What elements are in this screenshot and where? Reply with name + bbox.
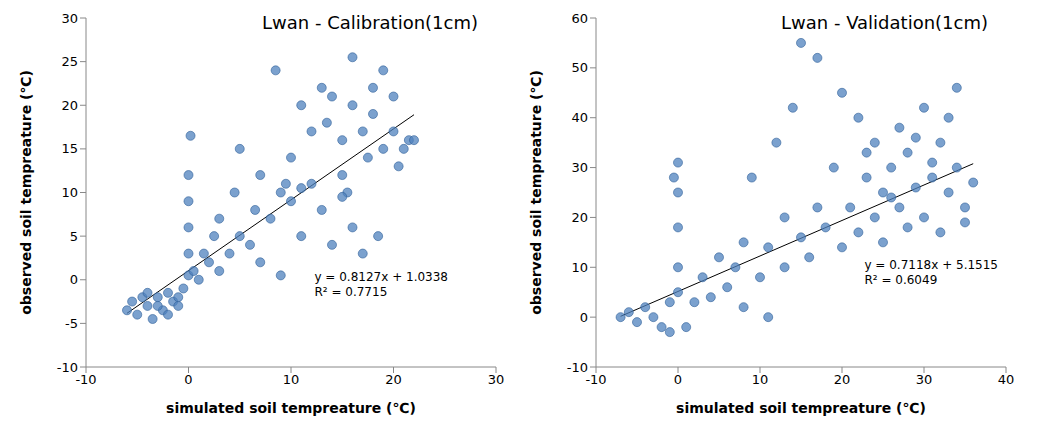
svg-text:20: 20 [571, 210, 588, 225]
html-text:y = 0.7118x + 5.1515: y = 0.7118x + 5.1515 [864, 258, 998, 272]
svg-text:40: 40 [571, 110, 588, 125]
svg-text:-10: -10 [585, 372, 606, 387]
svg-text:20: 20 [61, 98, 78, 113]
svg-text:20: 20 [834, 372, 851, 387]
svg-text:5: 5 [70, 229, 78, 244]
html-text:Lwan - Calibration(1cm): Lwan - Calibration(1cm) [262, 12, 478, 33]
svg-text:0: 0 [184, 372, 192, 387]
svg-text:simulated soil tempreature (℃): simulated soil tempreature (℃) [166, 400, 416, 416]
svg-text:15: 15 [61, 141, 78, 156]
svg-text:10: 10 [752, 372, 769, 387]
svg-text:10: 10 [61, 185, 78, 200]
svg-text:40: 40 [998, 372, 1015, 387]
svg-text:0: 0 [70, 272, 78, 287]
svg-text:-10: -10 [57, 360, 78, 375]
html-text:y = 0.8127x + 1.0338: y = 0.8127x + 1.0338 [314, 270, 448, 284]
svg-text:0: 0 [580, 310, 588, 325]
svg-text:-10: -10 [75, 372, 96, 387]
html-text:R² = 0.7715: R² = 0.7715 [314, 285, 388, 299]
svg-text:30: 30 [61, 11, 78, 26]
svg-text:60: 60 [571, 11, 588, 26]
svg-text:20: 20 [385, 372, 402, 387]
svg-text:30: 30 [571, 160, 588, 175]
svg-text:30: 30 [916, 372, 933, 387]
svg-text:25: 25 [61, 54, 78, 69]
svg-text:simulated soil tempreature (℃): simulated soil tempreature (℃) [676, 400, 926, 416]
svg-text:10: 10 [571, 260, 588, 275]
svg-text:observed soil tempreature (℃): observed soil tempreature (℃) [528, 70, 544, 315]
html-text:R² = 0.6049: R² = 0.6049 [864, 273, 938, 287]
svg-text:0: 0 [674, 372, 682, 387]
svg-text:50: 50 [571, 60, 588, 75]
svg-text:10: 10 [283, 372, 300, 387]
svg-text:observed soil tempreature (℃): observed soil tempreature (℃) [18, 70, 34, 315]
svg-text:30: 30 [488, 372, 505, 387]
svg-text:-5: -5 [65, 316, 78, 331]
svg-text:-10: -10 [567, 360, 588, 375]
html-text:Lwan - Validation(1cm): Lwan - Validation(1cm) [781, 12, 988, 33]
